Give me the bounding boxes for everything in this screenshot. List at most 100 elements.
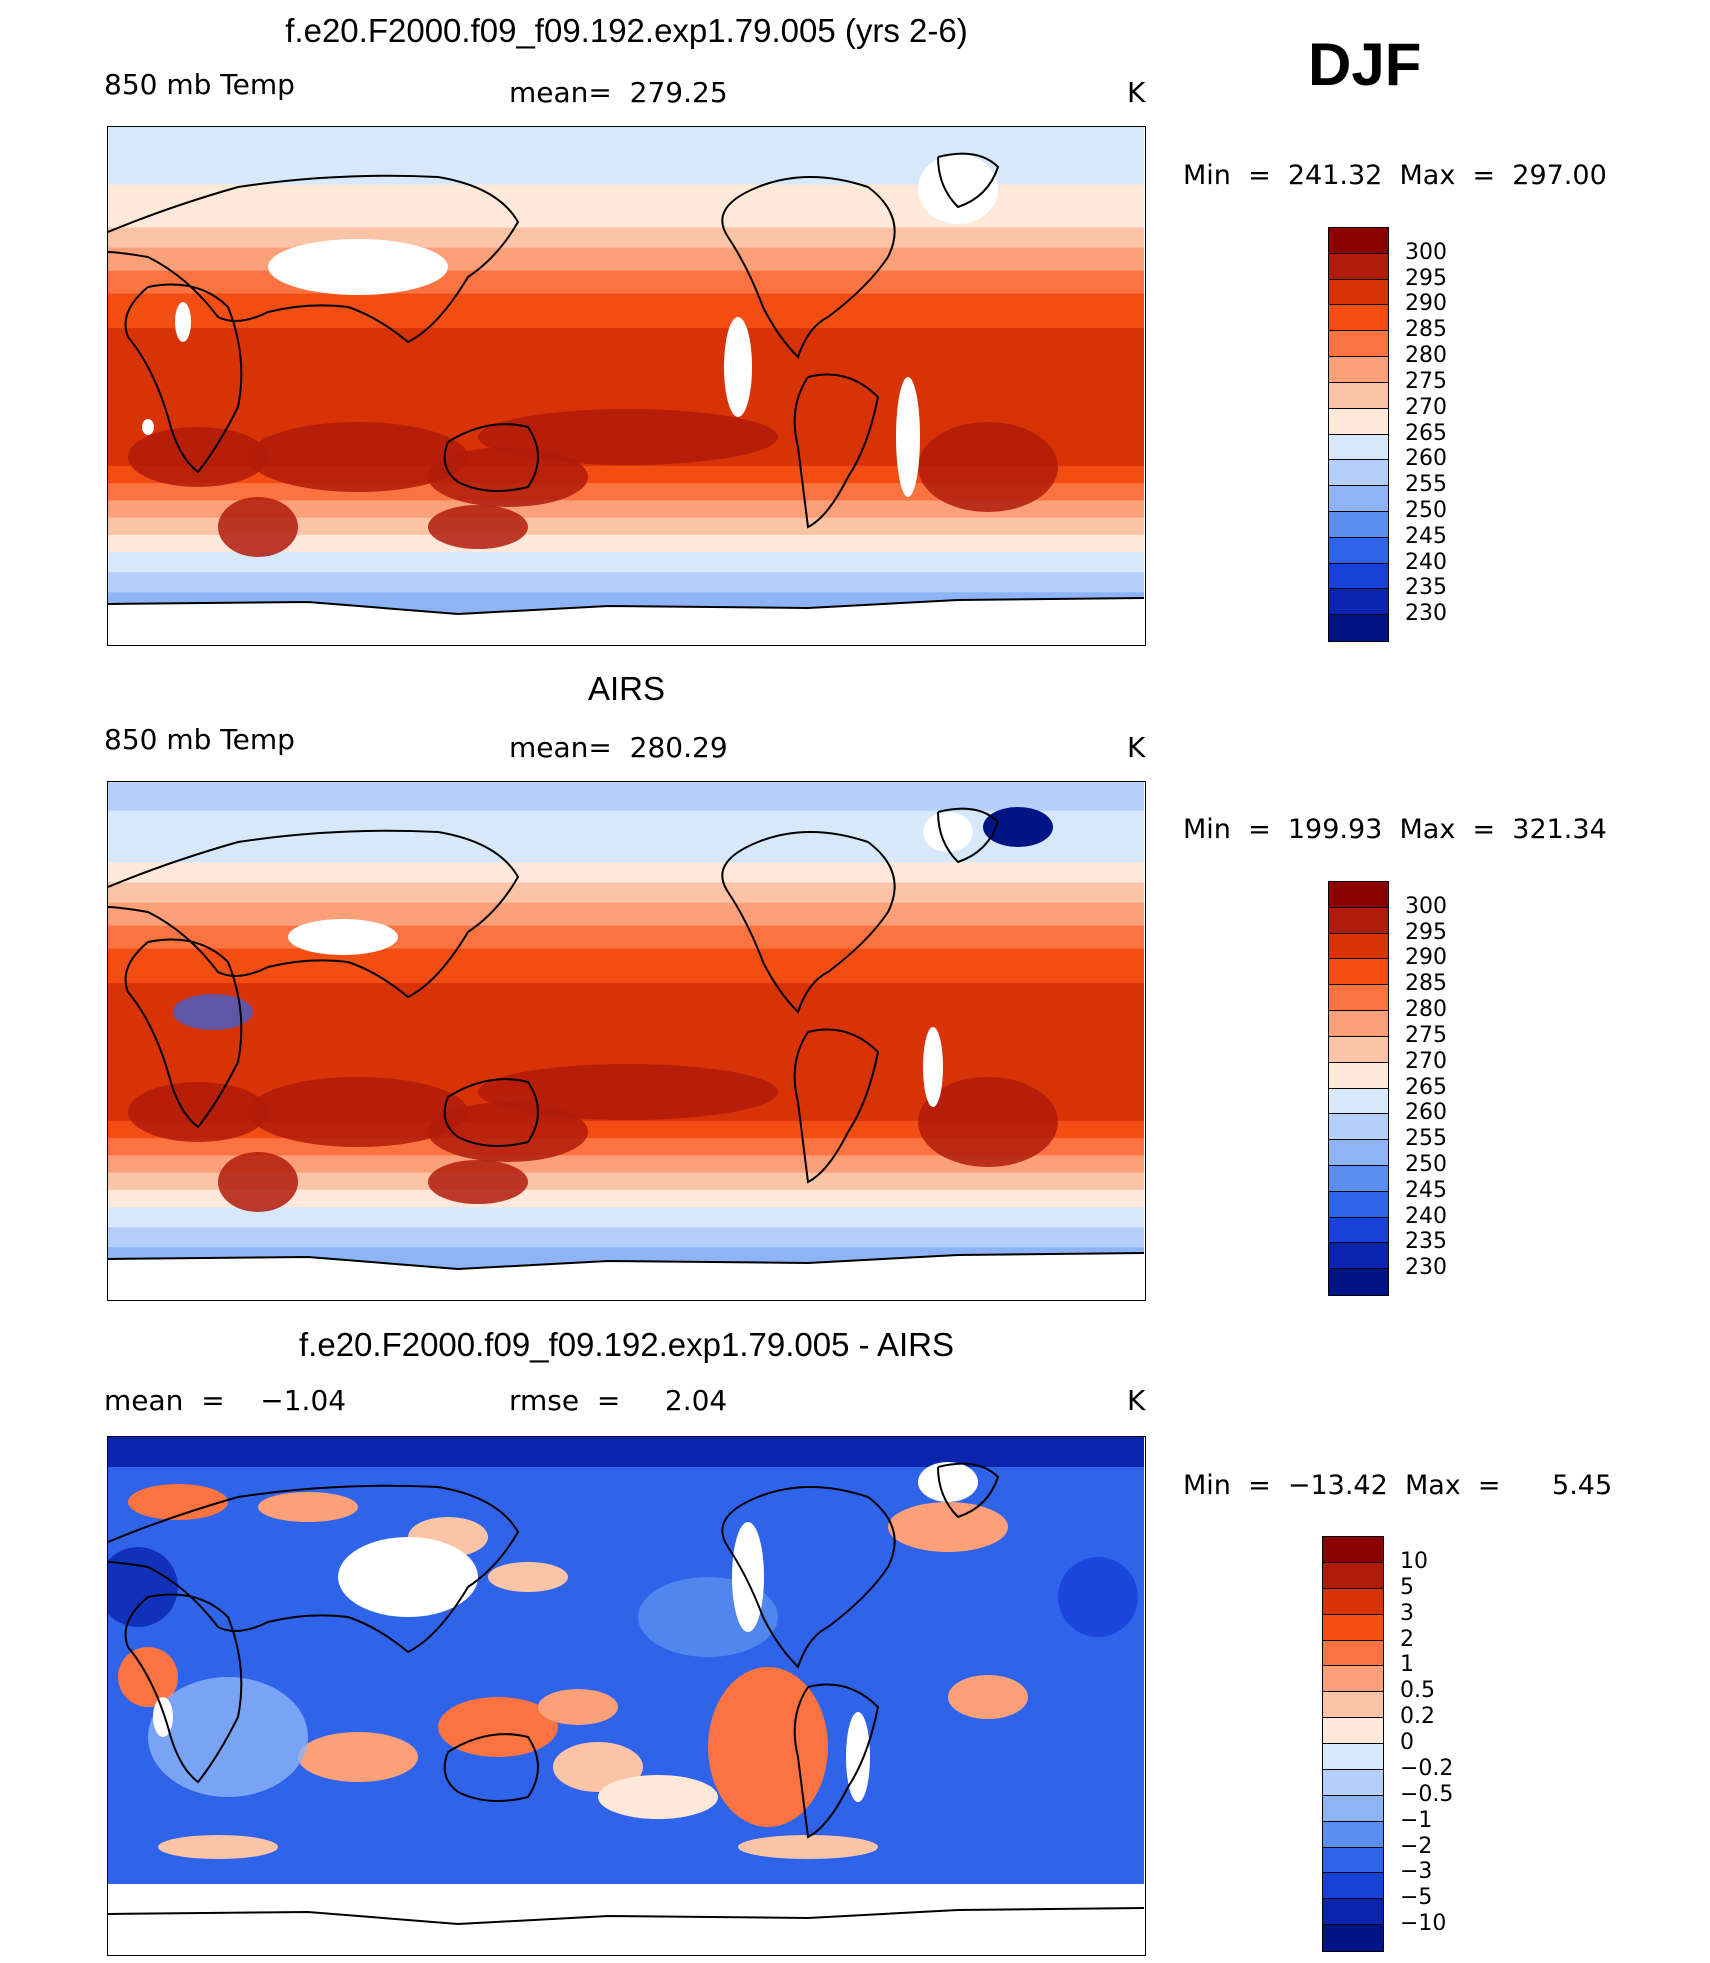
coastline: [793, 373, 880, 529]
warm-anomaly-region: [218, 497, 298, 557]
masked-region: [923, 812, 973, 852]
panel-2-units-label: K: [1127, 731, 1146, 764]
colorbar-box: [1328, 330, 1389, 358]
colorbar-box: [1322, 1717, 1384, 1745]
colorbar-tick-label: 275: [1405, 368, 1447, 394]
temperature-band: [108, 902, 1144, 927]
panel-1-mean-label: mean= 279.25: [509, 76, 728, 109]
positive-bias-region: [598, 1775, 718, 1819]
colorbar-tick-label: 300: [1405, 893, 1447, 919]
colorbar-tick-label: 245: [1405, 1177, 1447, 1203]
positive-bias-region: [488, 1562, 568, 1592]
warm-anomaly-region: [218, 1152, 298, 1212]
coastline: [124, 938, 243, 1129]
masked-region: [142, 419, 154, 435]
positive-bias-region: [128, 1484, 228, 1520]
temperature-band: [108, 500, 1144, 519]
masked-region: [724, 317, 752, 417]
cold-region: [173, 994, 253, 1030]
colorbar-box: [1322, 1639, 1384, 1667]
colorbar-tick-label: 0.2: [1400, 1704, 1435, 1730]
colorbar-tick-label: −10: [1400, 1911, 1447, 1937]
coastline: [443, 1078, 539, 1147]
coastline: [721, 831, 896, 1014]
temperature-band: [108, 517, 1144, 536]
colorbar-box: [1328, 304, 1389, 332]
panel-3-units-label: K: [1127, 1384, 1146, 1417]
colorbar-tick-label: 245: [1405, 523, 1447, 549]
temperature-band: [108, 127, 1144, 157]
colorbar-tick-label: 240: [1405, 1203, 1447, 1229]
temperature-band: [108, 1189, 1144, 1209]
season-label: DJF: [1308, 31, 1422, 98]
colorbar-tick-label: 270: [1405, 394, 1447, 420]
colorbar-box: [1328, 252, 1389, 281]
temperature-band: [108, 1227, 1144, 1249]
temperature-band: [108, 227, 1144, 249]
colorbar-tick-label: 285: [1405, 971, 1447, 997]
colorbar-box: [1322, 1872, 1384, 1900]
coastline: [793, 1028, 880, 1184]
colorbar-tick-label: 250: [1405, 1151, 1447, 1177]
panel-2-map: [107, 781, 1146, 1301]
warm-anomaly-region: [428, 1102, 588, 1162]
temperature-band: [108, 270, 1144, 295]
colorbar-box: [1328, 1035, 1389, 1064]
temperature-band: [108, 247, 1144, 272]
colorbar-box: [1328, 1190, 1389, 1219]
colorbar-box: [1328, 614, 1389, 642]
temperature-band: [108, 782, 1144, 812]
temperature-band: [108, 882, 1144, 904]
arctic-negative-band: [108, 1437, 1144, 1467]
masked-region: [896, 377, 920, 497]
warm-anomaly-region: [248, 1077, 468, 1147]
masked-region: [732, 1522, 764, 1632]
coastline: [108, 1484, 520, 1654]
warm-anomaly-region: [248, 422, 468, 492]
colorbar-box: [1328, 227, 1389, 255]
colorbar-tick-label: 3: [1400, 1600, 1414, 1626]
temperature-band: [108, 1172, 1144, 1191]
colorbar-box: [1328, 485, 1389, 513]
warm-anomaly-region: [428, 505, 528, 549]
masked-region: [288, 919, 398, 955]
panel-3-mean-label: mean = −1.04: [104, 1384, 347, 1417]
colorbar-tick-label: 10: [1400, 1548, 1428, 1574]
coastline: [937, 807, 1000, 864]
colorbar-tick-label: 255: [1405, 472, 1447, 498]
positive-bias-region: [298, 1732, 418, 1782]
colorbar-box: [1328, 562, 1389, 590]
coastline: [108, 1252, 1144, 1271]
panel-1-title: f.e20.F2000.f09_f09.192.exp1.79.005 (yrs…: [285, 12, 968, 49]
colorbar-box: [1328, 588, 1389, 616]
colorbar-tick-label: −5: [1400, 1885, 1433, 1911]
colorbar-box: [1328, 1164, 1389, 1193]
colorbar-tick-label: −2: [1400, 1833, 1433, 1859]
antarctica-mask: [108, 1253, 1144, 1299]
coastline: [108, 829, 520, 999]
panel-2-minmax: Min = 199.93 Max = 321.34: [1183, 814, 1607, 845]
colorbar-box: [1328, 881, 1389, 909]
panel-1-units-label: K: [1127, 76, 1146, 109]
colorbar-tick-label: 270: [1405, 1048, 1447, 1074]
colorbar-tick-label: 280: [1405, 997, 1447, 1023]
coastline: [443, 423, 539, 492]
coastline: [124, 283, 243, 474]
temperature-band: [108, 839, 1144, 864]
coastline: [793, 1683, 880, 1839]
temperature-band: [108, 1207, 1144, 1229]
colorbar-box: [1328, 958, 1389, 986]
colorbar-tick-label: 285: [1405, 317, 1447, 343]
coastline: [937, 152, 1000, 209]
colorbar-box: [1322, 1561, 1384, 1590]
positive-bias-region: [258, 1492, 358, 1522]
warm-anomaly-region: [478, 1064, 778, 1120]
panel-1-map: [107, 126, 1146, 646]
masked-region: [923, 1027, 943, 1107]
colorbar-box: [1328, 906, 1389, 935]
warm-anomaly-region: [428, 447, 588, 507]
panel-2-map-field: [108, 782, 1144, 1299]
colorbar-box: [1328, 1113, 1389, 1141]
colorbar-box: [1328, 1216, 1389, 1244]
colorbar-tick-label: 250: [1405, 497, 1447, 523]
